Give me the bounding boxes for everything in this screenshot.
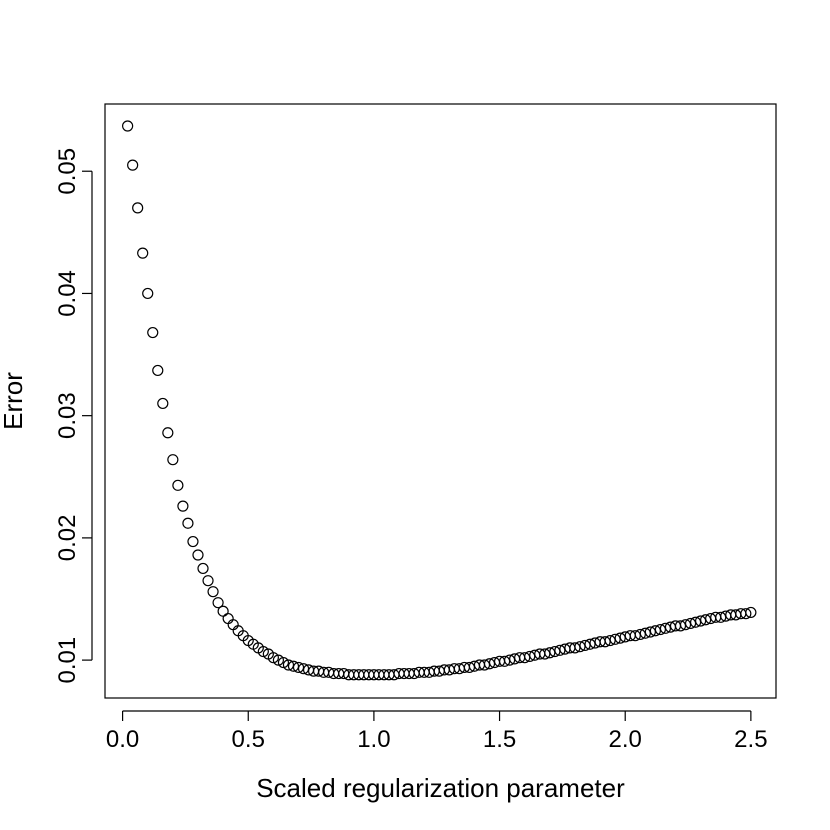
data-point — [599, 636, 611, 648]
data-point — [689, 616, 702, 628]
data-point — [127, 159, 139, 171]
data-point — [654, 623, 666, 636]
data-point — [679, 619, 692, 631]
data-point — [157, 397, 169, 410]
y-tick-label: 0.05 — [54, 148, 81, 195]
data-point — [182, 517, 194, 529]
data-point — [659, 622, 672, 634]
data-point — [644, 626, 656, 638]
x-tick-label: 2.0 — [609, 726, 642, 753]
data-point — [202, 575, 214, 587]
data-point — [684, 617, 697, 630]
data-point — [282, 659, 295, 671]
y-axis: 0.01 0.02 0.03 0.04 0.05 — [54, 148, 93, 684]
x-axis: 0.0 0.5 1.0 1.5 2.0 2.5 — [106, 710, 768, 753]
data-point — [212, 597, 224, 609]
data-point — [579, 639, 591, 652]
data-point — [187, 535, 199, 548]
data-point — [574, 641, 586, 653]
data-point — [604, 634, 616, 647]
data-point — [674, 620, 687, 632]
data-point — [569, 642, 581, 654]
data-point — [197, 562, 209, 575]
y-tick-label: 0.03 — [54, 392, 81, 439]
data-point — [272, 654, 285, 666]
data-point — [162, 427, 174, 439]
data-point — [639, 627, 651, 639]
data-point — [483, 658, 496, 670]
data-point — [544, 647, 556, 659]
plot-frame — [104, 103, 777, 699]
data-point — [614, 632, 626, 644]
data-point — [142, 287, 154, 300]
data-point — [519, 652, 531, 664]
data-point — [177, 500, 189, 512]
data-point — [207, 586, 219, 598]
data-point — [498, 655, 511, 667]
data-point — [524, 650, 536, 663]
data-point — [715, 611, 727, 623]
data-point — [292, 661, 305, 674]
x-tick-label: 1.5 — [483, 726, 516, 753]
data-point — [152, 364, 164, 377]
data-point — [297, 663, 310, 675]
data-point — [463, 661, 476, 674]
x-tick-label: 0.0 — [106, 726, 139, 753]
data-point — [132, 202, 144, 214]
data-point — [539, 648, 551, 660]
data-point — [192, 549, 204, 561]
x-tick-label: 1.0 — [357, 726, 390, 753]
data-point — [267, 652, 279, 664]
data-point — [147, 326, 159, 339]
data-points — [122, 120, 757, 681]
data-point — [634, 628, 646, 641]
data-point — [649, 625, 661, 637]
data-point — [277, 656, 290, 669]
x-axis-title: Scaled regularization parameter — [256, 773, 625, 803]
data-point — [584, 638, 596, 650]
data-point — [609, 633, 621, 645]
data-point — [478, 659, 491, 671]
data-point — [700, 614, 712, 626]
y-tick-label: 0.01 — [54, 637, 81, 684]
data-point — [122, 120, 134, 132]
x-tick-label: 2.5 — [734, 726, 767, 753]
data-point — [549, 645, 561, 658]
data-point — [504, 654, 516, 666]
data-point — [745, 606, 757, 619]
y-tick-label: 0.02 — [54, 515, 81, 562]
data-point — [137, 247, 149, 259]
data-point — [554, 644, 566, 656]
data-point — [695, 615, 707, 627]
data-point — [257, 645, 269, 658]
data-point — [740, 608, 752, 620]
y-axis-title: Error — [0, 372, 28, 430]
data-point — [629, 630, 641, 642]
x-tick-label: 0.5 — [232, 726, 265, 753]
data-point — [287, 660, 300, 672]
y-tick-label: 0.04 — [54, 270, 81, 317]
data-point — [167, 454, 179, 466]
data-point — [172, 479, 184, 491]
